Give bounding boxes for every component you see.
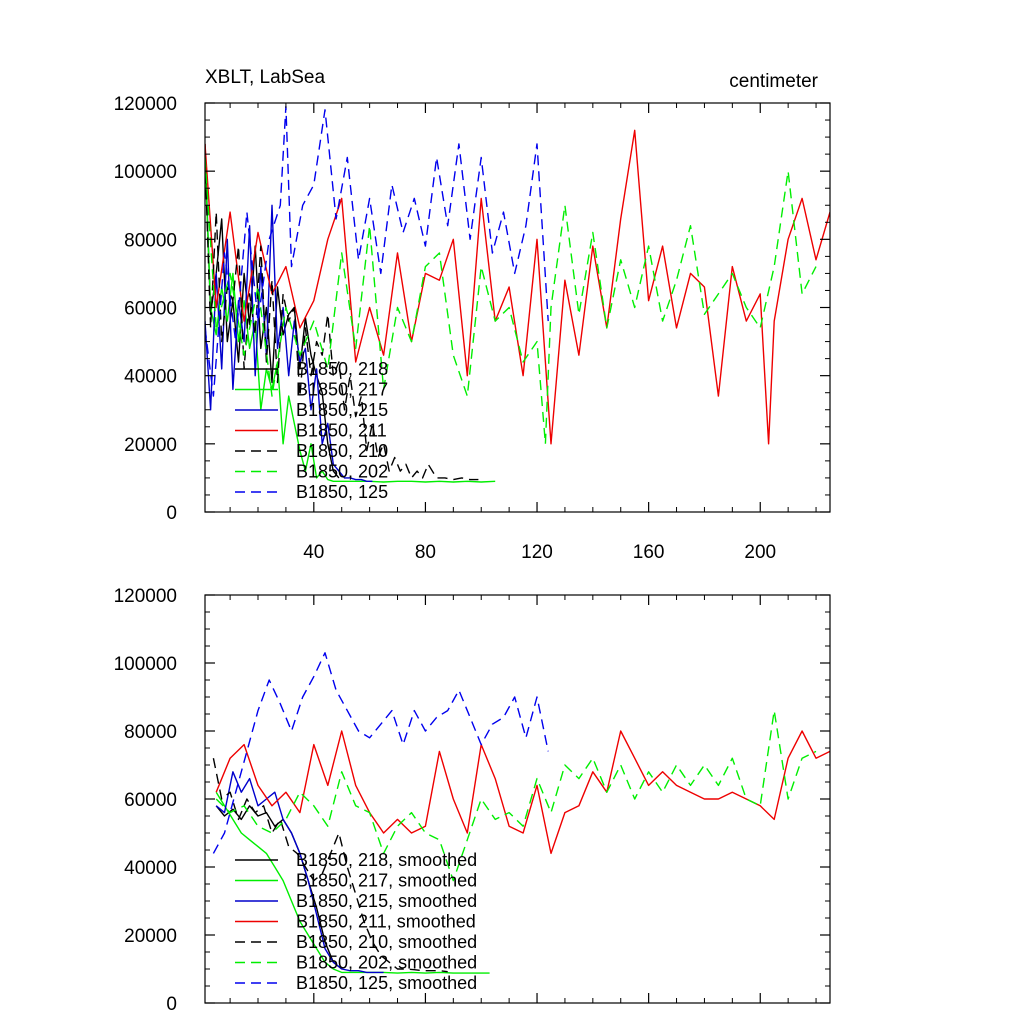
legend-label: B1850, 211, smoothed <box>296 912 476 932</box>
legend-label: B1850, 202, smoothed <box>296 953 477 973</box>
y-tick-label: 0 <box>166 994 177 1015</box>
y-tick-label: 20000 <box>124 435 177 456</box>
panel-top: 0 20000 40000 60000 80000 100000 120000 40 80 120… <box>114 94 831 563</box>
series-line-1 <box>205 157 496 483</box>
y-tick-label: 40000 <box>124 858 177 879</box>
legend-label: B1850, 210 <box>296 441 388 461</box>
series-group <box>205 105 830 483</box>
series-line-5 <box>215 709 817 882</box>
series-line-6 <box>212 652 549 854</box>
legend-label: B1850, 125 <box>296 482 388 502</box>
legend-label: B1850, 217 <box>296 380 388 400</box>
legend-label: B1850, 215 <box>296 400 388 420</box>
series-line-5 <box>205 157 817 445</box>
series-group <box>212 652 830 974</box>
y-tick-label: 40000 <box>124 367 177 388</box>
y-tick-label: 60000 <box>124 790 177 811</box>
series-line-6 <box>205 105 549 397</box>
y-tick-label: 80000 <box>124 722 177 743</box>
legend-label: B1850, 210, smoothed <box>296 932 477 952</box>
x-tick-label: 80 <box>415 542 436 563</box>
legend-label: B1850, 218, smoothed <box>296 850 477 870</box>
y-tick-label: 60000 <box>124 299 177 320</box>
series-line-4 <box>212 758 448 973</box>
panel-bottom: 0 20000 40000 60000 80000 100000 120000 B1850, … <box>114 586 831 1015</box>
x-tick-label: 120 <box>521 542 553 563</box>
x-tick-label: 160 <box>633 542 665 563</box>
legend-label: B1850, 125, smoothed <box>296 973 477 993</box>
legend-label: B1850, 218 <box>296 359 388 379</box>
y-tick-label: 80000 <box>124 230 177 251</box>
series-line-3 <box>205 129 830 445</box>
series-line-2 <box>205 204 373 482</box>
x-tick-label: 40 <box>303 542 324 563</box>
legend-label: B1850, 215, smoothed <box>296 891 477 911</box>
y-tick-label: 20000 <box>124 926 177 947</box>
series-line-4 <box>205 157 479 481</box>
x-tick-label: 200 <box>744 542 776 563</box>
series-line-0 <box>215 805 343 970</box>
series-line-3 <box>215 730 830 855</box>
series-line-1 <box>215 791 490 974</box>
y-tick-label: 100000 <box>114 654 177 675</box>
y-tick-label: 0 <box>166 503 177 524</box>
legend-label: B1850, 217, smoothed <box>296 871 477 891</box>
y-tick-label: 120000 <box>114 94 177 115</box>
y-tick-label: 120000 <box>114 586 177 607</box>
panel1-title-left: XBLT, LabSea <box>205 67 326 88</box>
y-tick-label: 100000 <box>114 162 177 183</box>
legend-label: B1850, 202 <box>296 462 388 482</box>
series-line-2 <box>215 771 384 974</box>
panel1-title-right: centimeter <box>729 71 818 92</box>
legend-label: B1850, 211 <box>296 421 387 441</box>
